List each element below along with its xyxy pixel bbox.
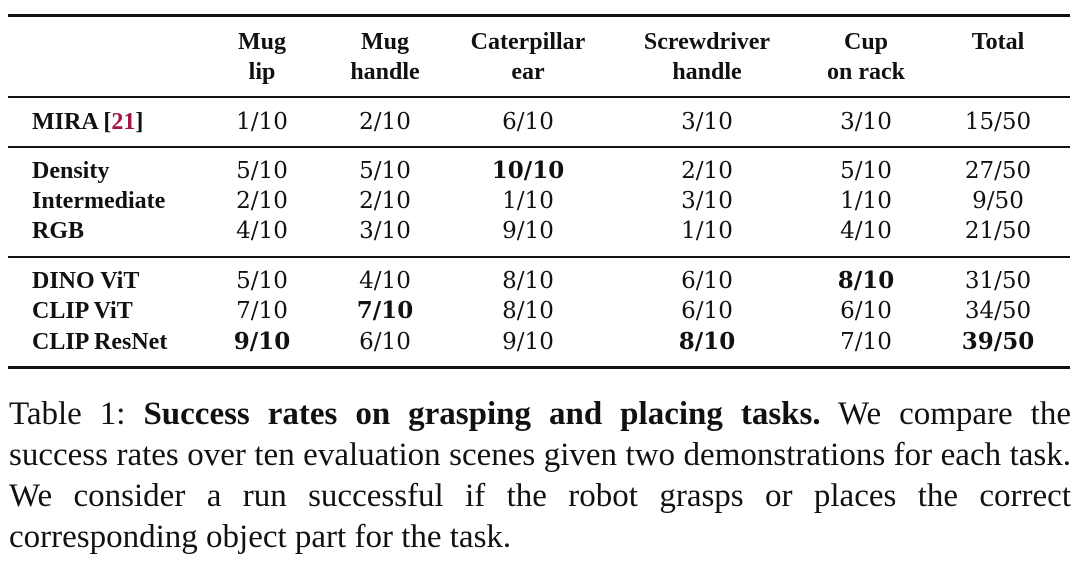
table-cell: 2/10 [359, 109, 411, 135]
table-cell: 6/10 [681, 298, 733, 324]
group-rule [8, 146, 1070, 148]
top-rule [8, 14, 1070, 17]
table-cell: 9/50 [972, 188, 1024, 214]
header-caterpillar-ear: Caterpillar ear [458, 27, 598, 87]
table-cell: 21/50 [964, 218, 1032, 244]
bottom-rule [8, 366, 1070, 369]
header-line: on rack [827, 59, 905, 85]
table-cell-best: 9/10 [233, 328, 291, 355]
table-cell: 9/10 [502, 329, 554, 355]
table-cell: 3/10 [681, 188, 733, 214]
header-line: lip [248, 59, 276, 85]
table-cell: 7/10 [236, 298, 288, 324]
table-cell: 5/10 [840, 158, 892, 184]
table-cell: 3/10 [681, 109, 733, 135]
table-cell: 1/10 [840, 188, 892, 214]
table-cell: 34/50 [964, 298, 1032, 324]
table-cell: 31/50 [964, 268, 1032, 294]
row-label-intermediate: Intermediate [32, 188, 166, 214]
table-cell: 1/10 [502, 188, 554, 214]
table-cell: 1/10 [681, 218, 733, 244]
row-label-text: ] [135, 109, 144, 135]
table-cell: 2/10 [359, 188, 411, 214]
table-cell: 6/10 [840, 298, 892, 324]
header-screwdriver-handle: Screwdriver handle [627, 27, 787, 87]
header-line: Mug [361, 29, 409, 55]
row-label-clip-resnet: CLIP ResNet [32, 329, 168, 355]
caption-prefix: Table 1: [9, 396, 144, 432]
header-line: Mug [238, 29, 286, 55]
header-line: Caterpillar [470, 29, 586, 55]
caption-body: We compare the success rates over ten ev… [9, 396, 1071, 555]
table-cell: 8/10 [502, 268, 554, 294]
table-cell: 9/10 [502, 218, 554, 244]
table-cell: 7/10 [840, 329, 892, 355]
table-cell: 5/10 [236, 268, 288, 294]
table-cell: 15/50 [964, 109, 1032, 135]
header-line: Cup [843, 29, 889, 55]
table-cell: 4/10 [840, 218, 892, 244]
header-cup-on-rack: Cup on rack [806, 27, 926, 87]
table-cell: 5/10 [236, 158, 288, 184]
table-cell: 4/10 [359, 268, 411, 294]
header-line: handle [350, 59, 420, 85]
group-rule [8, 256, 1070, 258]
table-cell: 3/10 [359, 218, 411, 244]
header-line: ear [511, 59, 545, 85]
table-caption: Table 1: Success rates on grasping and p… [9, 394, 1071, 558]
row-label-clip-vit: CLIP ViT [32, 298, 133, 324]
row-label-text: MIRA [ [32, 109, 112, 135]
row-label-rgb: RGB [32, 218, 85, 244]
header-line: handle [672, 59, 742, 85]
caption-title: Success rates on grasping and placing ta… [143, 396, 821, 432]
header-rule [8, 96, 1070, 98]
table-cell: 6/10 [681, 268, 733, 294]
table-cell: 2/10 [681, 158, 733, 184]
table-cell: 3/10 [840, 109, 892, 135]
header-total: Total [948, 27, 1048, 57]
table-cell-best: 8/10 [678, 328, 736, 355]
row-label-mira: MIRA [21] [32, 107, 143, 137]
row-label-dino-vit: DINO ViT [32, 268, 140, 294]
table-cell: 2/10 [236, 188, 288, 214]
table-cell: 4/10 [236, 218, 288, 244]
table-cell: 8/10 [502, 298, 554, 324]
header-mug-lip: Mug lip [222, 27, 302, 87]
table-cell-best: 10/10 [491, 157, 565, 184]
table-cell-best: 39/50 [961, 328, 1035, 355]
table-cell-best: 7/10 [356, 297, 414, 324]
header-mug-handle: Mug handle [335, 27, 435, 87]
table-cell: 27/50 [964, 158, 1032, 184]
citation-link[interactable]: 21 [111, 109, 136, 135]
row-label-density: Density [32, 158, 110, 184]
table-cell: 5/10 [359, 158, 411, 184]
table-cell: 6/10 [502, 109, 554, 135]
header-line: Total [971, 29, 1025, 55]
table-cell: 1/10 [236, 109, 288, 135]
table-cell-best: 8/10 [837, 267, 895, 294]
header-line: Screwdriver [643, 29, 771, 55]
table-cell: 6/10 [359, 329, 411, 355]
